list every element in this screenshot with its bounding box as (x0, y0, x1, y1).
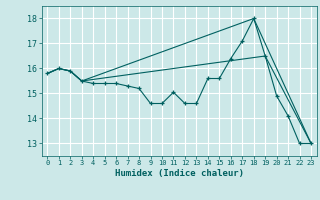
X-axis label: Humidex (Indice chaleur): Humidex (Indice chaleur) (115, 169, 244, 178)
